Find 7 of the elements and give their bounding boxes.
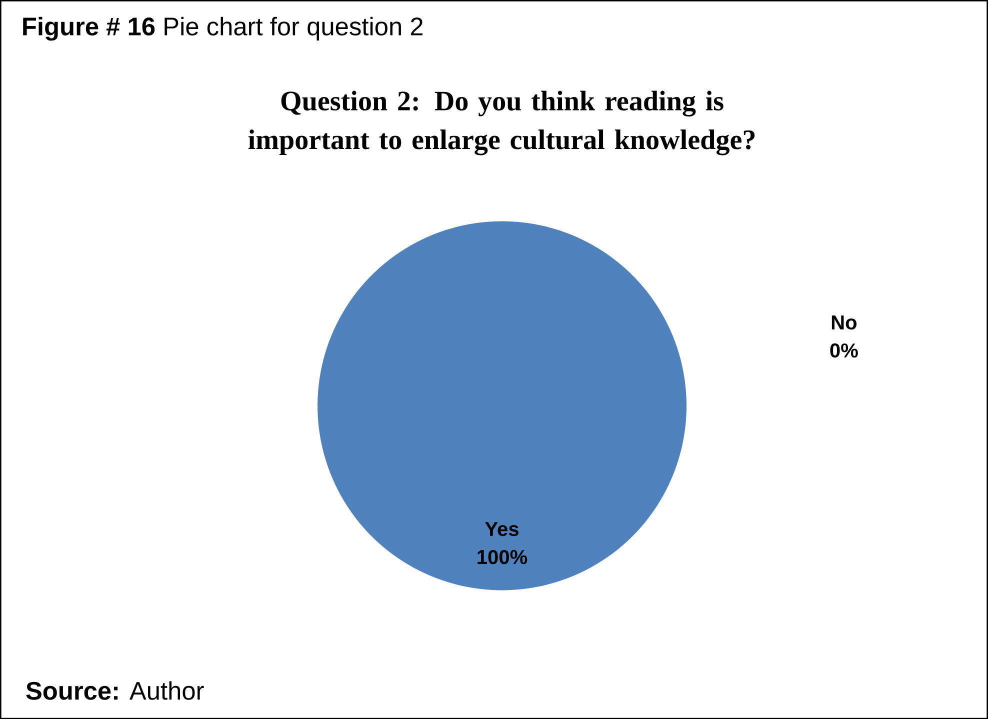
slice-label: Yes <box>485 522 518 536</box>
chart-title: Question 2: Do you think reading is important to enlarge cultural knowledge? <box>248 90 755 156</box>
text: 0% <box>830 343 858 358</box>
text: Source: Author <box>26 681 204 700</box>
text: Figure # 16 Pie chart for question 2 <box>23 16 423 41</box>
category-label: No <box>832 315 857 330</box>
data-label: 100% <box>478 550 528 564</box>
